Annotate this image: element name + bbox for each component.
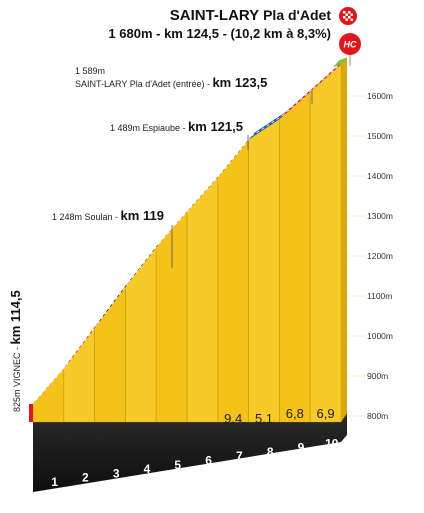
hc-badge-icon: HC [339,33,361,55]
x-tick-label: 6 [205,454,212,468]
profile-segment-7 [217,139,249,423]
y-tick-label: 1600m [367,91,393,101]
annotation-espiaube-alt: 1 489m Espiaube - [110,123,188,133]
grade-label: 8,6 [193,428,211,443]
profile-segment-4 [125,246,157,423]
y-tick-label: 1300m [367,211,393,221]
road-centerline [220,135,252,174]
y-tick-label: 800m [367,411,388,421]
grade-label: 9,8 [132,428,150,443]
flag-square [350,13,353,16]
hc-badge-label: HC [344,40,357,50]
y-tick-label: 1500m [367,131,393,141]
y-tick-label: 1100m [367,291,392,301]
x-tick-label: 10 [325,436,339,450]
road-centerline [97,282,129,324]
x-tick-label: 5 [174,458,181,472]
x-tick-label: 3 [113,466,120,480]
annotation-entree-place: SAINT-LARY Pla d'Adet (entrée) - [75,79,212,89]
road-centerline [158,207,191,244]
profile-side-face [341,57,347,423]
x-tick-label: 4 [144,462,151,476]
flag-square [343,11,346,14]
profile-segment-8 [248,118,280,423]
profile-segment-6 [186,176,219,423]
profile-segment-9 [279,91,311,423]
road-centerline [282,88,314,116]
road-centerline [251,115,283,137]
grade-label: 10,3 [97,428,122,443]
annotation-soulan: 1 248m Soulan - km 119 [52,208,164,223]
road-centerline [35,364,68,401]
annotation-espiaube-km: km 121,5 [188,119,243,134]
annotation-start-alt: 825m VIGNEC - [12,344,22,412]
profile-base [33,413,347,492]
flag-square [345,18,348,21]
profile-segment-10 [310,63,342,423]
flag-square [350,18,353,21]
flag-square [348,16,351,19]
grade-label: 6,9 [317,406,335,421]
annotation-soulan-alt: 1 248m Soulan - [52,212,121,222]
y-tick-label: 1400m [367,171,393,181]
flag-square [345,13,348,16]
x-tick-label: 8 [267,445,274,459]
finish-line-marker [333,57,347,68]
grade-label: 8,9 [39,428,57,443]
chart-subtitle: 1 680m - km 124,5 - (10,2 km à 8,3%) [108,26,331,41]
title-suffix: Pla d'Adet [263,7,331,23]
annotation-start-text: 825m VIGNEC - km 114,5 [8,290,23,412]
road-centerline [189,173,222,209]
grade-label: 5,1 [255,411,273,426]
x-tick-label: 7 [236,449,243,463]
road-centerline [312,60,345,89]
flag-square [343,16,346,19]
y-tick-label: 900m [367,371,388,381]
profile-segment-1 [32,367,64,423]
road-centerline [128,243,160,283]
grade-label: 8,8 [163,428,181,443]
chart-title: SAINT-LARY Pla d'Adet [170,7,332,24]
annotation-start-km: km 114,5 [8,290,23,344]
annotation-entree-alt: 1 589m [75,66,105,76]
profile-segment-3 [94,285,126,423]
profile-segment-2 [63,326,95,423]
annotation-soulan-km: km 119 [121,208,164,223]
annotation-entree: SAINT-LARY Pla d'Adet (entrée) - km 123,… [75,75,267,90]
x-tick-label: 9 [298,441,305,455]
y-tick-label: 1200m [367,251,393,261]
checkered-flag-icon [339,7,357,25]
y-tick-label: 1000m [367,331,393,341]
annotation-espiaube: 1 489m Espiaube - km 121,5 [110,119,243,134]
flag-square [348,11,351,14]
x-tick-label: 2 [82,471,89,485]
annotation-start: 825m VIGNEC - km 114,5 [8,290,23,412]
grade-label: 6,8 [286,406,304,421]
road-centerline [66,323,98,366]
x-tick-label: 1 [51,475,58,489]
grade-label: 10,3 [67,428,92,443]
grade-label: 9,4 [224,411,242,426]
title-main: SAINT-LARY [170,7,259,24]
profile-start-face [29,404,33,422]
annotation-entree-km: km 123,5 [212,75,267,90]
